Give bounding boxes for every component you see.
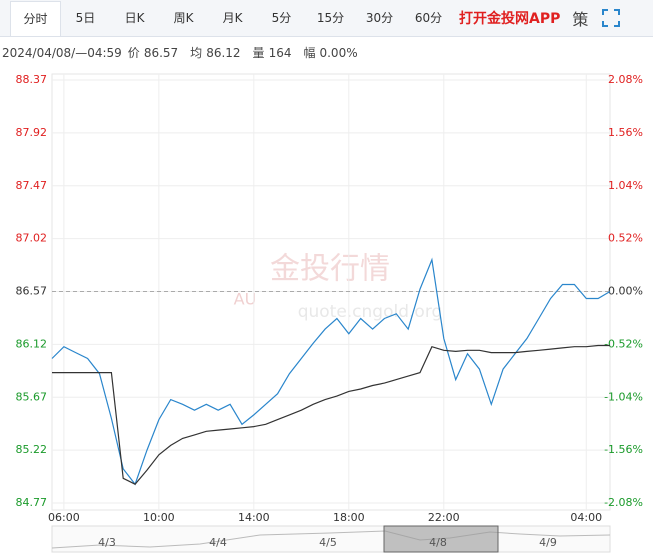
y2-tick-label: -0.52% — [604, 337, 643, 350]
info-label: 量 — [252, 46, 265, 60]
y2-tick-label: -2.08% — [604, 496, 643, 509]
x-tick-label: 18:00 — [333, 511, 365, 524]
y2-tick-label: -1.56% — [604, 443, 643, 456]
tab[interactable]: 60分 — [414, 11, 443, 25]
watermark-logo: AU — [234, 290, 257, 309]
info-label: 均 — [190, 46, 203, 60]
x-tick-label: 04:00 — [570, 511, 602, 524]
navigator-window[interactable] — [383, 525, 499, 553]
tab[interactable]: 15分 — [316, 11, 345, 25]
navigator-label: 4/9 — [539, 536, 557, 549]
navigator-label: 4/3 — [98, 536, 116, 549]
info-field: 价 86.57 — [128, 46, 184, 60]
info-line: 2024/04/08/—04:59 价 86.57 均 86.12 量 164 幅 0.00% — [2, 44, 370, 61]
y2-tick-label: 1.04% — [608, 179, 643, 192]
info-field: 量 164 — [253, 46, 298, 60]
y-tick-label: 87.92 — [16, 126, 48, 139]
info-field: 均 86.12 — [190, 46, 246, 60]
y-tick-label: 85.22 — [16, 443, 48, 456]
y-tick-label: 86.12 — [16, 337, 48, 350]
info-label: 价 — [127, 46, 140, 60]
y-tick-label: 86.57 — [16, 285, 48, 298]
y-tick-label: 87.47 — [16, 179, 48, 192]
x-tick-label: 14:00 — [238, 511, 270, 524]
info-label: 幅 — [303, 46, 316, 60]
tab[interactable]: 分时 — [10, 0, 61, 36]
y2-tick-label: -1.04% — [604, 390, 643, 403]
info-value: 0.00% — [319, 46, 358, 60]
x-tick-label: 22:00 — [428, 511, 460, 524]
average-line — [52, 344, 610, 485]
tab[interactable]: 5分 — [271, 11, 292, 25]
toolbar: 分时 5日 日K 周K 月K 5分 15分 30分 60分 打开金投网APP 策 — [0, 0, 653, 37]
price-line — [51, 257, 611, 486]
watermark-title: 金投行情 — [270, 252, 390, 287]
info-value: 164 — [268, 46, 292, 60]
y-tick-label: 87.02 — [16, 232, 48, 245]
tab[interactable]: 30分 — [365, 11, 394, 25]
x-tick-label: 10:00 — [143, 511, 175, 524]
navigator-label: 4/8 — [429, 536, 447, 549]
tab[interactable]: 日K — [124, 11, 145, 25]
navigator-label: 4/5 — [319, 536, 337, 549]
y2-tick-label: 2.08% — [608, 73, 643, 86]
tab[interactable]: 月K — [222, 11, 243, 25]
info-value: 86.57 — [143, 46, 179, 60]
app-link[interactable]: 打开金投网APP — [459, 11, 561, 27]
y2-tick-label: 0.52% — [608, 232, 643, 245]
y2-tick-label: 0.00% — [608, 285, 643, 298]
y-tick-label: 88.37 — [16, 73, 48, 86]
y-tick-label: 84.77 — [16, 496, 48, 509]
info-value: 86.12 — [206, 46, 241, 60]
y-tick-label: 85.67 — [16, 390, 48, 403]
tab[interactable]: 5日 — [75, 11, 96, 25]
info-field: 幅 0.00% — [303, 46, 363, 60]
x-tick-label: 06:00 — [48, 511, 80, 524]
info-time: 2024/04/08/—04:59 — [2, 46, 122, 60]
navigator-label: 4/4 — [209, 536, 227, 549]
strategy-icon[interactable]: 策 — [572, 10, 589, 29]
fullscreen-icon[interactable] — [602, 9, 621, 27]
navigator — [51, 525, 611, 553]
tab[interactable]: 周K — [173, 11, 194, 25]
watermark-url: quote.cngold.org — [298, 302, 443, 322]
y2-tick-label: 1.56% — [608, 126, 643, 139]
